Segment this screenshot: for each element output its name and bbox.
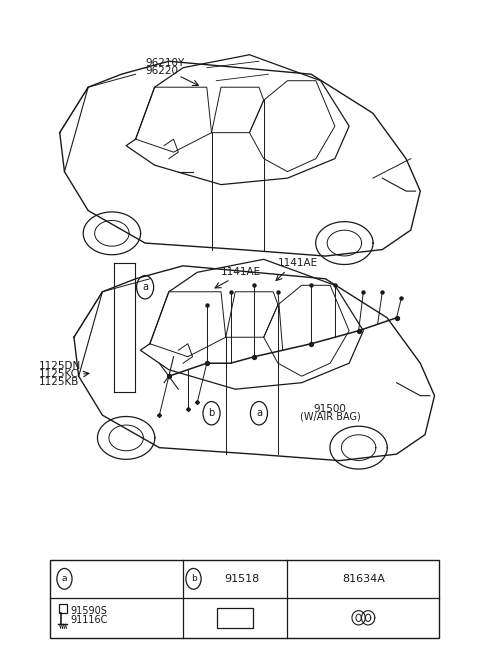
Text: a: a	[62, 574, 67, 584]
Text: (W/AIR BAG): (W/AIR BAG)	[300, 411, 360, 421]
Text: 81634A: 81634A	[342, 574, 385, 584]
Bar	[217, 608, 253, 627]
Text: 1125KC: 1125KC	[38, 369, 78, 379]
Text: a: a	[142, 282, 148, 292]
Text: b: b	[208, 408, 215, 419]
Text: a: a	[256, 408, 262, 419]
Text: 1141AE: 1141AE	[278, 258, 318, 268]
Bar	[59, 603, 67, 612]
Text: 91518: 91518	[225, 574, 260, 584]
Text: 1141AE: 1141AE	[221, 267, 261, 277]
Text: 91500: 91500	[314, 403, 347, 414]
Text: 1125DN: 1125DN	[38, 362, 81, 371]
Text: 91590S: 91590S	[71, 607, 108, 616]
Text: 96220: 96220	[145, 66, 178, 75]
Text: b: b	[191, 574, 196, 584]
Text: 1125KB: 1125KB	[38, 377, 79, 387]
Bar	[50, 560, 439, 638]
Text: 91116C: 91116C	[71, 616, 108, 626]
Text: 96210Y: 96210Y	[145, 58, 184, 67]
